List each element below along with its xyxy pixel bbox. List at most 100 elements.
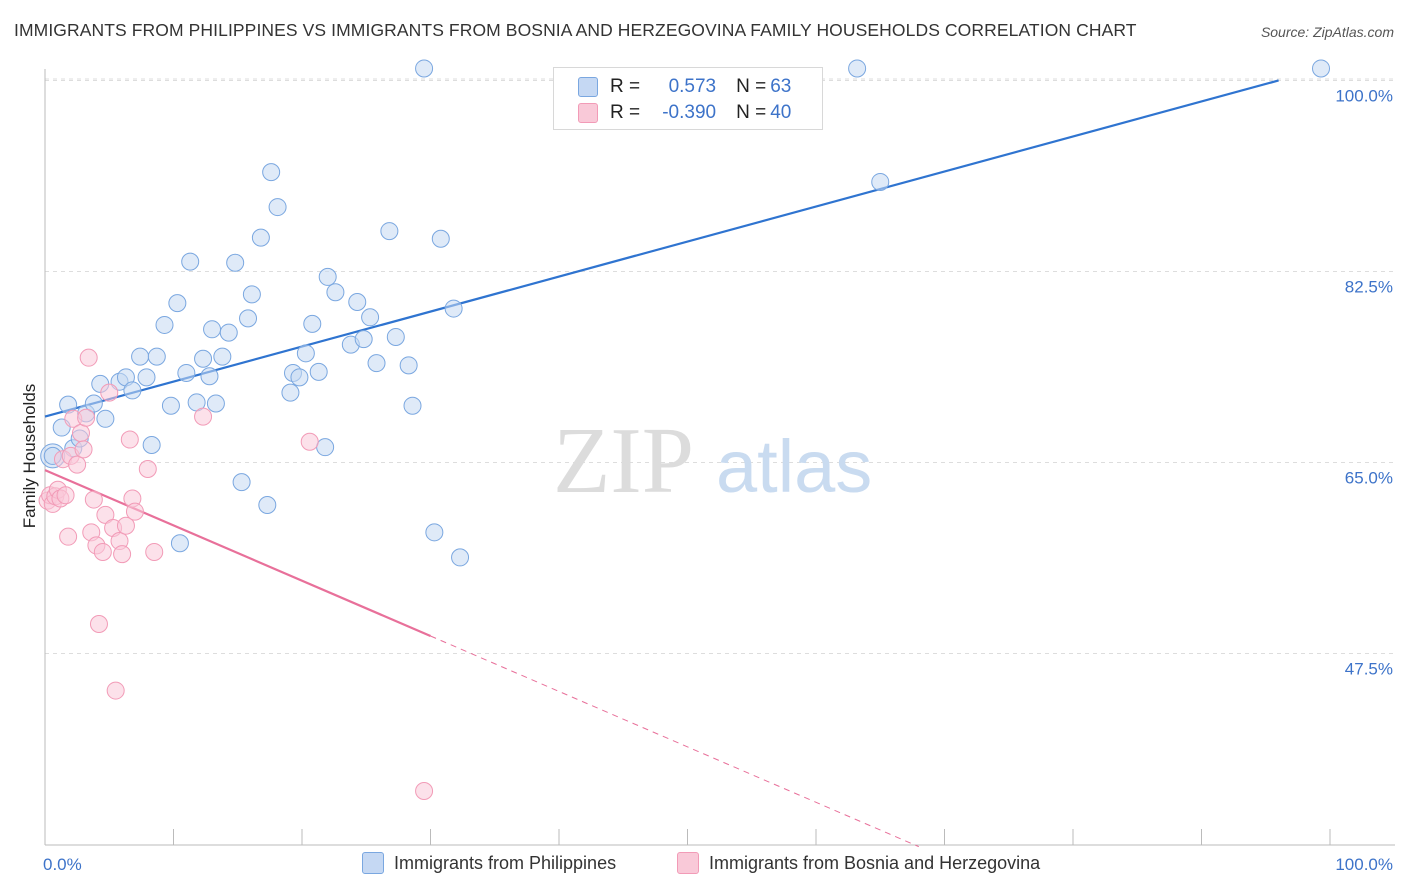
data-points — [38, 59, 1331, 800]
point-philippines — [871, 172, 890, 191]
legend-label-bosnia: Immigrants from Bosnia and Herzegovina — [709, 852, 1041, 873]
point-bosnia — [77, 408, 96, 427]
point-bosnia — [138, 460, 157, 479]
point-philippines — [425, 523, 444, 542]
series-legend: Immigrants from Philippines Immigrants f… — [0, 850, 1406, 880]
point-bosnia — [113, 545, 132, 564]
watermark: ZIP atlas — [553, 409, 872, 513]
x-tick-label: 0.0% — [43, 855, 82, 874]
point-bosnia — [68, 455, 87, 474]
point-philippines — [226, 253, 245, 272]
stats-swatch-philippines — [578, 77, 598, 97]
point-philippines — [309, 362, 328, 381]
point-philippines — [155, 315, 174, 334]
n-value: 63 — [770, 76, 792, 97]
point-bosnia — [71, 423, 90, 442]
y-tick-label: 82.5% — [1345, 277, 1393, 296]
trend-line-bosnia-extension — [430, 635, 919, 848]
point-philippines — [348, 293, 367, 312]
point-philippines — [303, 314, 322, 333]
point-philippines — [431, 229, 450, 248]
point-philippines — [1312, 59, 1331, 78]
y-tick-label: 100.0% — [1335, 86, 1393, 105]
legend-item-philippines: Immigrants from Philippines — [362, 852, 616, 874]
point-philippines — [161, 396, 180, 415]
point-bosnia — [116, 516, 135, 535]
point-philippines — [213, 347, 232, 366]
y-axis-title: Family Households — [20, 384, 39, 529]
point-philippines — [316, 438, 335, 457]
point-bosnia — [300, 432, 319, 451]
point-philippines — [181, 252, 200, 271]
point-philippines — [232, 473, 251, 492]
stats-legend: R = 0.573 N = 63 R = -0.390 N = 40 — [553, 67, 823, 130]
point-bosnia — [79, 348, 98, 367]
point-bosnia — [194, 407, 213, 426]
point-philippines — [354, 330, 373, 349]
point-philippines — [177, 363, 196, 382]
point-philippines — [367, 354, 386, 373]
point-philippines — [239, 309, 258, 328]
legend-label-philippines: Immigrants from Philippines — [394, 852, 617, 873]
point-philippines — [415, 59, 434, 78]
point-philippines — [203, 320, 222, 339]
point-philippines — [168, 294, 187, 313]
n-label: N = — [736, 102, 767, 123]
point-philippines — [147, 347, 166, 366]
watermark-atlas: atlas — [716, 425, 872, 508]
point-bosnia — [100, 383, 119, 402]
chart-title: IMMIGRANTS FROM PHILIPPINES VS IMMIGRANT… — [14, 20, 1137, 40]
x-tick-label: 100.0% — [1335, 855, 1393, 874]
point-philippines — [258, 496, 277, 515]
point-philippines — [399, 356, 418, 375]
point-philippines — [318, 267, 337, 286]
point-bosnia — [106, 681, 125, 700]
point-philippines — [170, 534, 189, 553]
legend-swatch-philippines — [362, 852, 384, 874]
point-philippines — [194, 349, 213, 368]
point-bosnia — [145, 542, 164, 561]
point-bosnia — [89, 614, 108, 633]
point-bosnia — [59, 527, 78, 546]
point-philippines — [326, 283, 345, 302]
point-philippines — [219, 323, 238, 342]
point-philippines — [281, 383, 300, 402]
trend-line-philippines — [44, 79, 1279, 418]
point-bosnia — [74, 440, 93, 459]
point-philippines — [444, 299, 463, 318]
r-value: 0.573 — [668, 76, 717, 97]
point-philippines — [296, 344, 315, 363]
legend-item-bosnia: Immigrants from Bosnia and Herzegovina — [677, 852, 1040, 874]
point-philippines — [84, 394, 103, 413]
r-label: R = — [610, 76, 641, 97]
point-philippines — [200, 367, 219, 386]
point-philippines — [403, 396, 422, 415]
point-philippines — [251, 228, 270, 247]
point-philippines — [262, 163, 281, 182]
point-bosnia — [120, 430, 139, 449]
point-philippines — [142, 436, 161, 454]
point-bosnia — [93, 542, 112, 561]
point-philippines — [451, 548, 470, 567]
point-philippines — [386, 327, 405, 346]
point-philippines — [290, 368, 309, 387]
point-bosnia — [125, 502, 144, 521]
point-philippines — [206, 394, 225, 413]
point-philippines — [268, 198, 287, 217]
point-philippines — [137, 368, 156, 387]
point-philippines — [242, 285, 261, 304]
point-bosnia — [84, 490, 103, 509]
grid-lines — [45, 78, 1395, 654]
trend-line-bosnia — [44, 469, 431, 638]
tick-labels: 47.5% 65.0% 82.5% 100.0% 0.0% 100.0% — [43, 86, 1393, 874]
point-philippines — [380, 222, 399, 241]
r-label: R = — [610, 102, 641, 123]
point-philippines — [123, 381, 142, 400]
point-philippines — [361, 308, 380, 327]
r-value: -0.390 — [662, 102, 717, 123]
y-tick-label: 47.5% — [1345, 659, 1393, 678]
y-tick-label: 65.0% — [1345, 468, 1393, 487]
n-label: N = — [736, 76, 767, 97]
point-bosnia — [415, 781, 434, 800]
